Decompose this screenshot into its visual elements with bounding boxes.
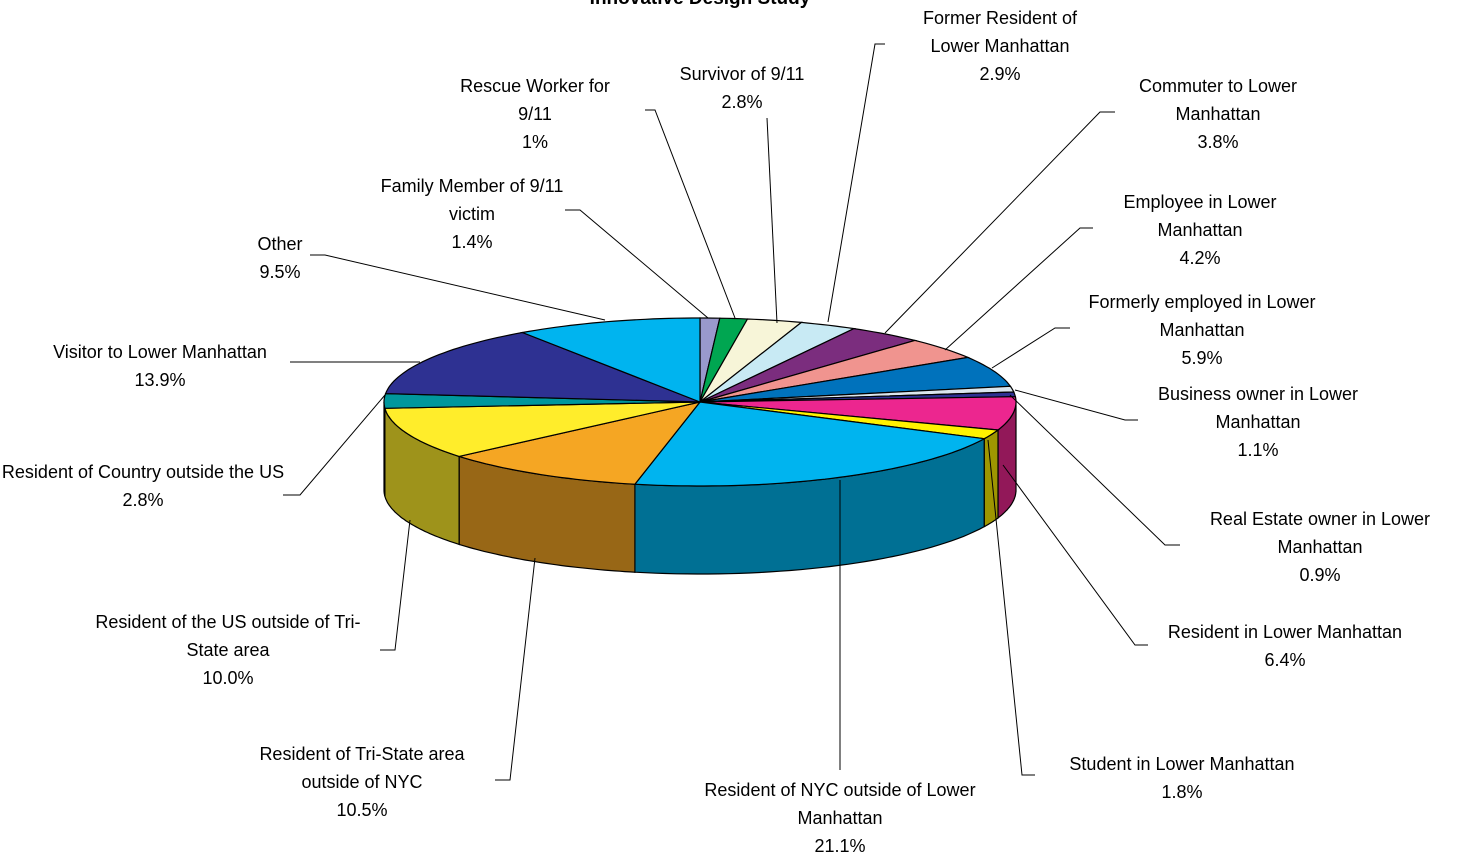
label-name: Visitor to Lower Manhattan — [53, 342, 267, 362]
leader-line — [827, 43, 885, 323]
data-label: Commuter to Lower Manhattan 3.8% — [1128, 72, 1308, 156]
data-label: Employee in Lower Manhattan 4.2% — [1100, 188, 1300, 272]
label-value: 1.4% — [451, 232, 493, 252]
leader-line — [645, 109, 736, 319]
leader-line — [565, 209, 709, 319]
leader-line — [1014, 389, 1138, 421]
leader-line — [1002, 464, 1148, 646]
data-label: Resident of Country outside the US 2.8% — [0, 458, 288, 514]
slice — [633, 401, 987, 487]
data-label: Business owner in Lower Manhattan 1.1% — [1138, 380, 1378, 464]
data-label: Formerly employed in Lower Manhattan 5.9% — [1072, 288, 1332, 372]
data-label: Family Member of 9/11 victim 1.4% — [380, 172, 565, 256]
label-value: 3.8% — [1197, 132, 1239, 152]
label-value: 10.0% — [202, 668, 254, 688]
label-value: 1.1% — [1237, 440, 1279, 460]
label-value: 0.9% — [1299, 565, 1341, 585]
label-value: 13.9% — [134, 370, 186, 390]
label-name: Student in Lower Manhattan — [1069, 754, 1295, 774]
label-value: 21.1% — [814, 836, 866, 856]
label-value: 2.8% — [122, 490, 164, 510]
slice — [384, 401, 701, 458]
data-label: Student in Lower Manhattan 1.8% — [1032, 750, 1332, 806]
leader-line — [944, 227, 1093, 351]
label-name: Former Resident of Lower Manhattan — [922, 8, 1078, 56]
slice — [383, 392, 701, 409]
label-name: Business owner in Lower Manhattan — [1157, 384, 1359, 432]
slice — [699, 318, 803, 403]
chart-title: Innovative Design Study — [590, 0, 811, 9]
leader-line — [884, 111, 1115, 334]
data-label: Survivor of 9/11 2.8% — [642, 60, 842, 116]
slice — [699, 321, 857, 403]
label-name: Rescue Worker for 9/11 — [460, 76, 610, 124]
label-name: Other — [257, 234, 303, 254]
label-value: 2.8% — [721, 92, 763, 112]
label-name: Employee in Lower Manhattan — [1123, 192, 1277, 240]
label-name: Family Member of 9/11 victim — [380, 176, 564, 224]
data-label: Visitor to Lower Manhattan 13.9% — [10, 338, 310, 394]
data-label: Rescue Worker for 9/11 1% — [448, 72, 623, 156]
label-value: 5.9% — [1181, 348, 1223, 368]
slice — [520, 317, 701, 403]
leader-line — [987, 439, 1035, 776]
slice — [699, 356, 1012, 403]
label-name: Formerly employed in Lower Manhattan — [1088, 292, 1316, 340]
label-value: 2.9% — [979, 64, 1021, 84]
slice — [456, 401, 702, 485]
data-label: Resident of Tri-State area outside of NY… — [232, 740, 492, 824]
data-label: Real Estate owner in Lower Manhattan 0.9% — [1190, 505, 1450, 589]
leader-line — [495, 557, 536, 781]
label-value: 1% — [521, 132, 548, 152]
leader-line — [380, 519, 411, 651]
leader-line — [991, 327, 1070, 369]
label-value: 1.8% — [1161, 782, 1203, 802]
data-label: Resident in Lower Manhattan 6.4% — [1135, 618, 1435, 674]
slice-side — [383, 402, 386, 497]
leader-line — [1009, 394, 1180, 546]
label-value: 6.4% — [1264, 650, 1306, 670]
leader-line — [766, 117, 778, 324]
label-name: Real Estate owner in Lower Manhattan — [1209, 509, 1431, 557]
label-name: Resident of Tri-State area outside of NY… — [259, 744, 465, 792]
label-value: 10.5% — [336, 800, 388, 820]
label-name: Commuter to Lower Manhattan — [1138, 76, 1298, 124]
leader-line — [283, 394, 386, 496]
label-name: Resident of NYC outside of Lower Manhatt… — [704, 780, 976, 828]
label-name: Resident of Country outside the US — [1, 462, 285, 482]
label-value: 4.2% — [1179, 248, 1221, 268]
leader-line — [310, 254, 606, 321]
label-value: 9.5% — [259, 262, 301, 282]
data-label: Resident of NYC outside of Lower Manhatt… — [700, 776, 980, 860]
label-name: Resident of the US outside of Tri-State … — [95, 612, 361, 660]
slice — [384, 331, 701, 403]
slice — [699, 327, 918, 403]
data-label: Other 9.5% — [230, 230, 330, 286]
slice-side — [983, 428, 999, 528]
label-name: Resident in Lower Manhattan — [1167, 622, 1403, 642]
data-label: Resident of the US outside of Tri-State … — [78, 608, 378, 692]
label-name: Survivor of 9/11 — [679, 64, 805, 84]
slice — [699, 339, 971, 403]
data-label: Former Resident of Lower Manhattan 2.9% — [903, 4, 1098, 88]
